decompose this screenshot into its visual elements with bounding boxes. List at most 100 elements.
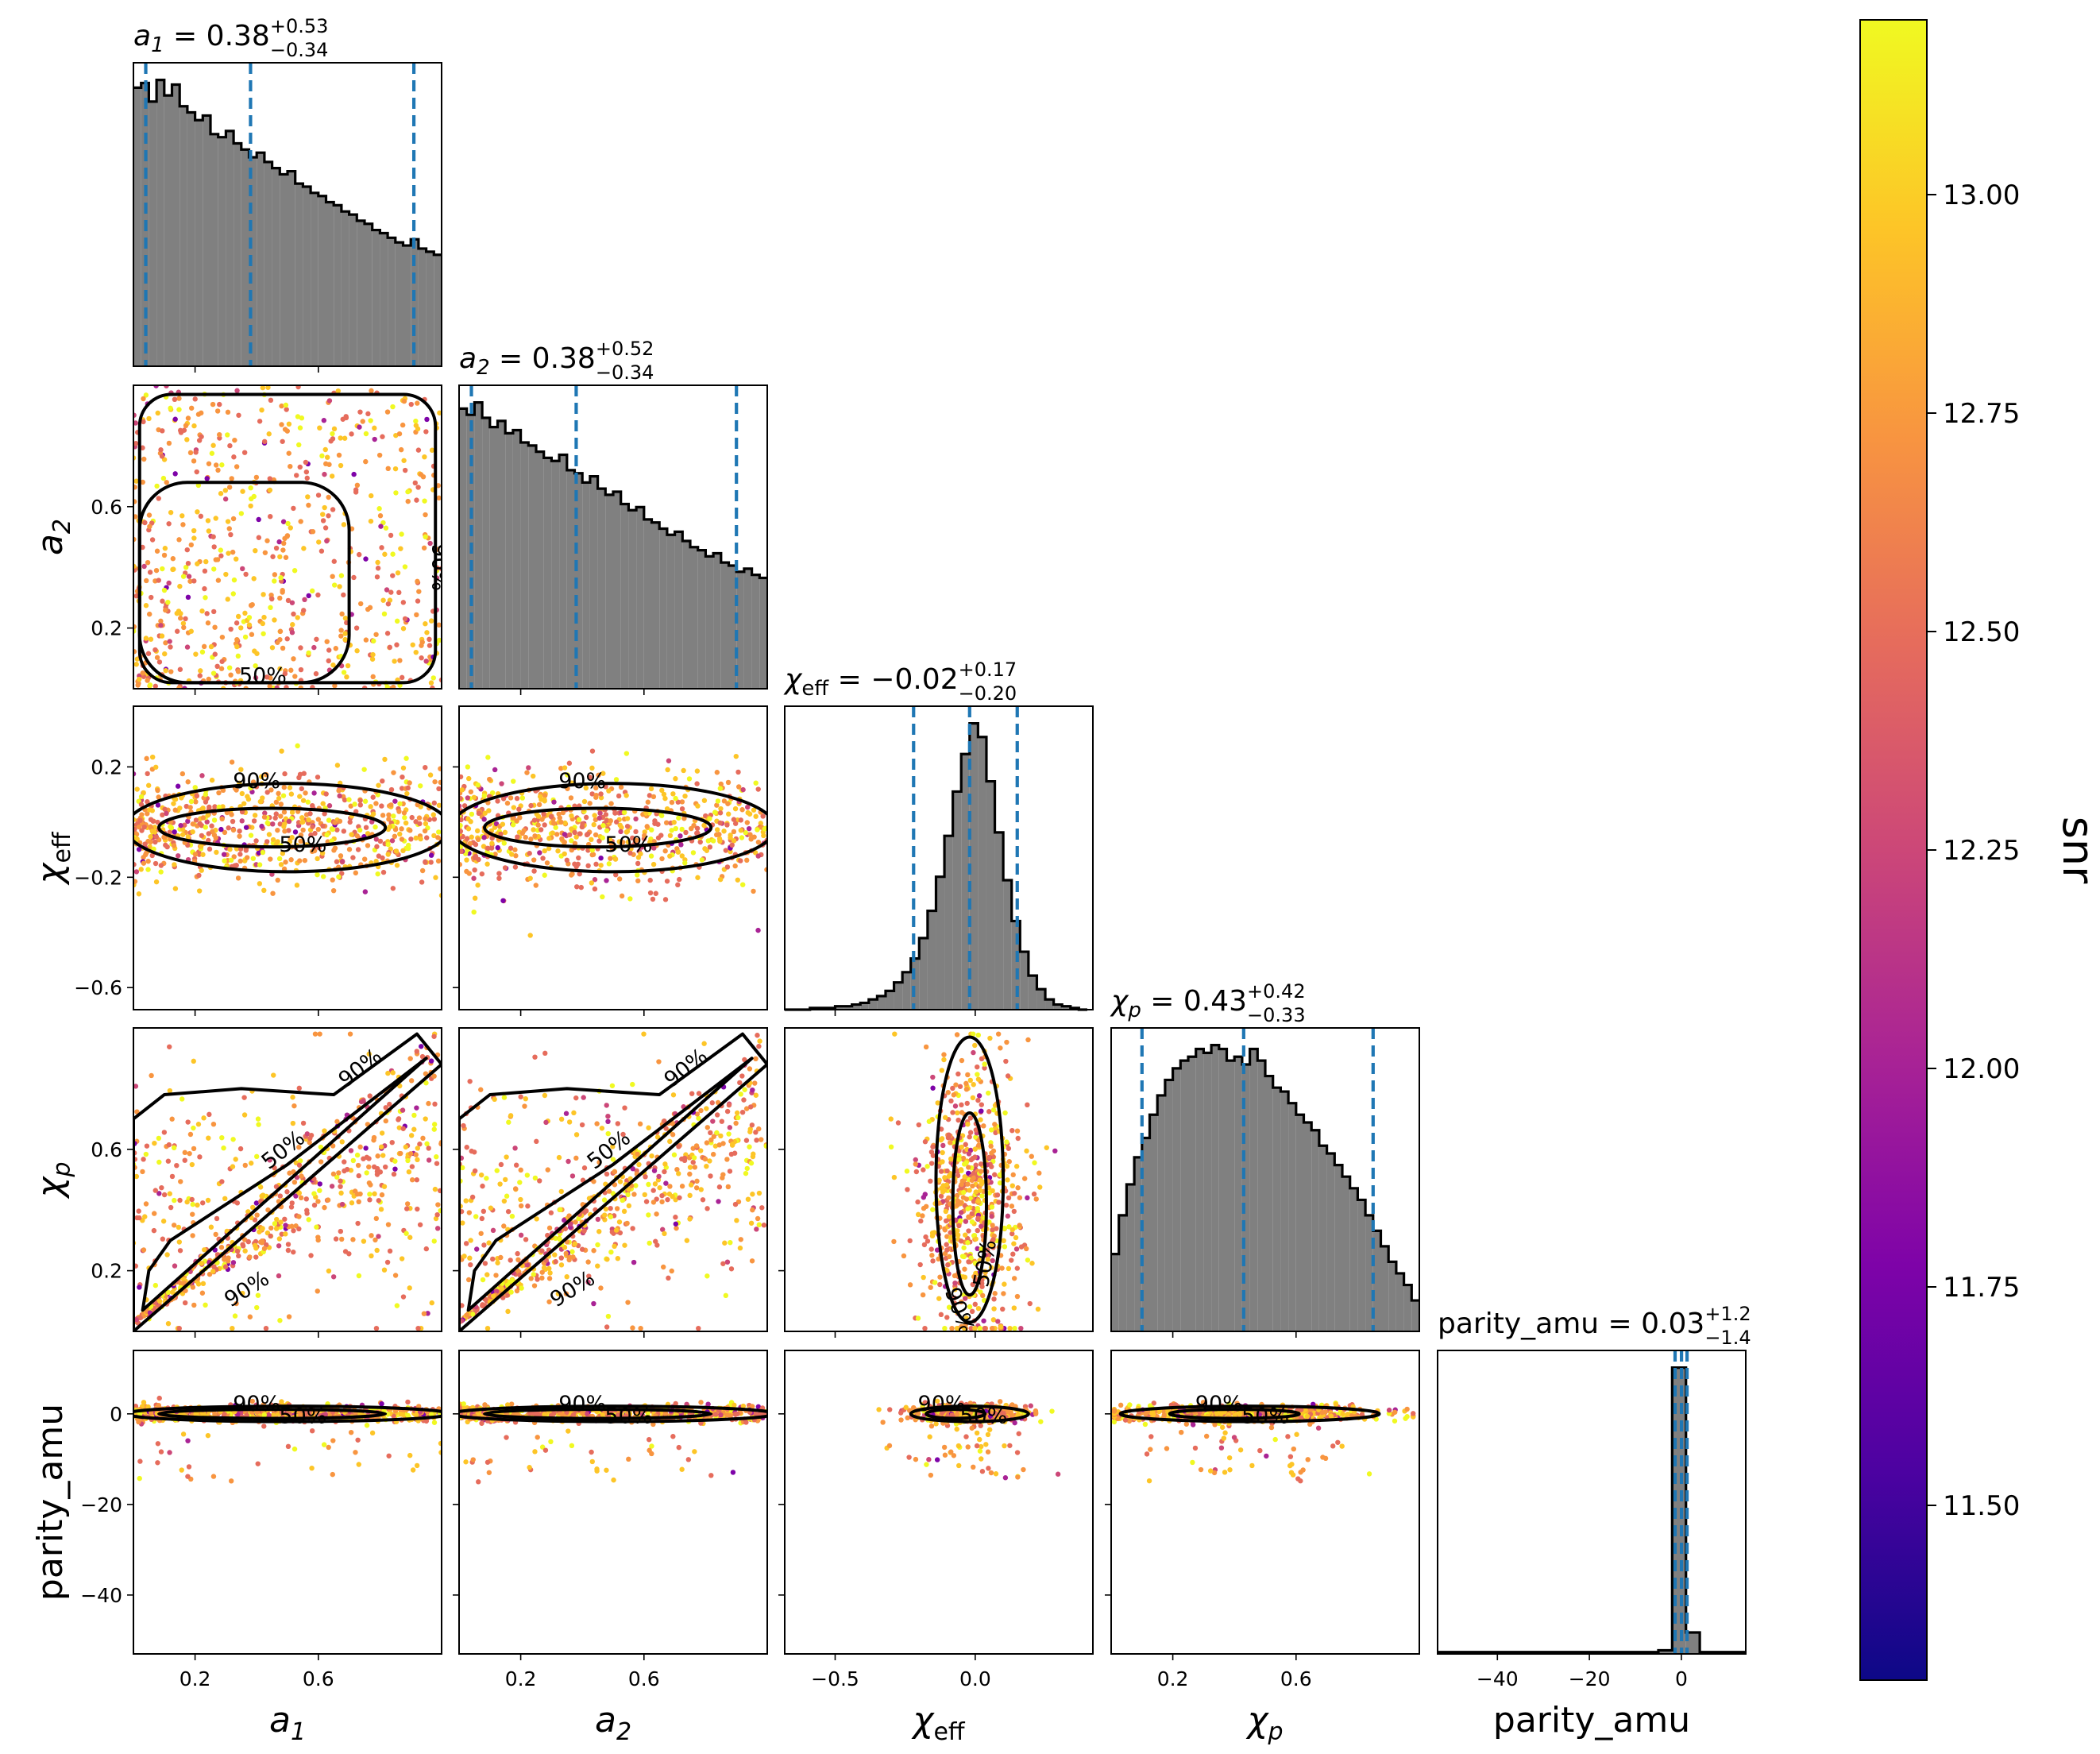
sample-point <box>604 1103 609 1108</box>
sample-point <box>607 836 613 842</box>
sample-point <box>589 836 594 843</box>
sample-point <box>755 1215 761 1222</box>
sample-point <box>185 818 191 825</box>
sample-point <box>231 577 237 583</box>
sample-point <box>234 620 240 626</box>
sample-point <box>481 1242 487 1248</box>
sample-point <box>665 767 670 773</box>
sample-point <box>206 837 211 844</box>
sample-point <box>329 473 335 479</box>
sample-point <box>320 512 326 517</box>
sample-point <box>740 882 746 887</box>
sample-point <box>241 1237 248 1242</box>
sample-point <box>145 651 152 656</box>
sample-point <box>1017 1195 1023 1200</box>
sample-point <box>488 1205 494 1211</box>
sample-point <box>675 849 681 855</box>
sample-point <box>627 850 633 856</box>
sample-point <box>196 438 203 443</box>
sample-point <box>753 1056 759 1062</box>
sample-point <box>176 1239 183 1245</box>
sample-point <box>592 886 598 892</box>
sample-point <box>973 1162 979 1168</box>
sample-point <box>210 670 217 676</box>
sample-point <box>353 1450 358 1455</box>
sample-point <box>674 1225 679 1231</box>
sample-point <box>498 1161 504 1168</box>
sample-point <box>311 644 317 651</box>
sample-point <box>414 1049 419 1054</box>
sample-point <box>978 1117 983 1122</box>
sample-point <box>270 836 276 843</box>
histogram-bar <box>311 192 318 366</box>
sample-point <box>1001 1291 1006 1296</box>
sample-point <box>989 1204 995 1210</box>
sample-point <box>418 472 424 477</box>
histogram-bar <box>1334 1165 1342 1331</box>
sample-point <box>177 1248 183 1254</box>
sample-point <box>991 1296 997 1302</box>
sample-point <box>667 1138 673 1145</box>
histogram-bar <box>164 95 172 366</box>
sample-point <box>363 1146 369 1151</box>
sample-point <box>393 490 399 496</box>
sample-point <box>923 1203 929 1209</box>
sample-point <box>153 567 160 574</box>
sample-point <box>282 1216 288 1222</box>
sample-point <box>558 766 564 771</box>
sample-point <box>732 806 739 812</box>
sample-point <box>209 777 215 783</box>
sample-point <box>662 848 668 854</box>
sample-point <box>180 826 186 833</box>
sample-point <box>426 1146 431 1151</box>
sample-point <box>484 1325 491 1331</box>
sample-point <box>374 844 380 849</box>
sample-point <box>399 836 405 842</box>
sample-point <box>431 1122 438 1127</box>
sample-point <box>296 442 302 448</box>
sample-point <box>895 1120 901 1126</box>
sample-point <box>485 755 491 760</box>
sample-point <box>946 1214 952 1219</box>
sample-point <box>944 1242 949 1247</box>
sample-point <box>523 1237 529 1242</box>
sample-point <box>140 479 145 485</box>
sample-point <box>316 539 322 545</box>
sample-point <box>324 639 330 644</box>
sample-point <box>547 1270 553 1276</box>
sample-point <box>370 794 376 800</box>
histogram-bar <box>241 149 249 367</box>
sample-point <box>558 1262 565 1268</box>
sample-point <box>490 1256 496 1262</box>
contour-label-50: 50% <box>969 1238 1002 1288</box>
sample-point <box>747 1126 753 1132</box>
sample-point <box>389 1139 395 1146</box>
sample-point <box>386 1453 392 1458</box>
sample-point <box>228 626 234 632</box>
sample-point <box>165 1289 171 1296</box>
sample-point <box>190 821 196 827</box>
sample-point <box>206 461 212 466</box>
sample-point <box>308 1253 314 1258</box>
sample-point <box>334 763 341 768</box>
sample-point <box>226 526 232 531</box>
sample-point <box>187 578 193 584</box>
sample-point <box>160 1236 166 1242</box>
sample-point <box>287 785 293 790</box>
histogram-bar <box>961 754 970 1010</box>
sample-point <box>133 514 138 520</box>
sample-point <box>230 1137 236 1142</box>
sample-point <box>180 574 187 579</box>
sample-point <box>284 428 290 434</box>
sample-point <box>694 768 701 774</box>
sample-point <box>380 434 385 439</box>
sample-point <box>156 659 163 665</box>
sample-point <box>423 534 428 539</box>
sample-point <box>930 1074 936 1080</box>
sample-point <box>375 559 380 566</box>
sample-point <box>583 814 589 821</box>
sample-point <box>955 1117 961 1123</box>
sample-point <box>482 810 488 816</box>
sample-point <box>901 1253 907 1259</box>
sample-point <box>154 655 160 660</box>
